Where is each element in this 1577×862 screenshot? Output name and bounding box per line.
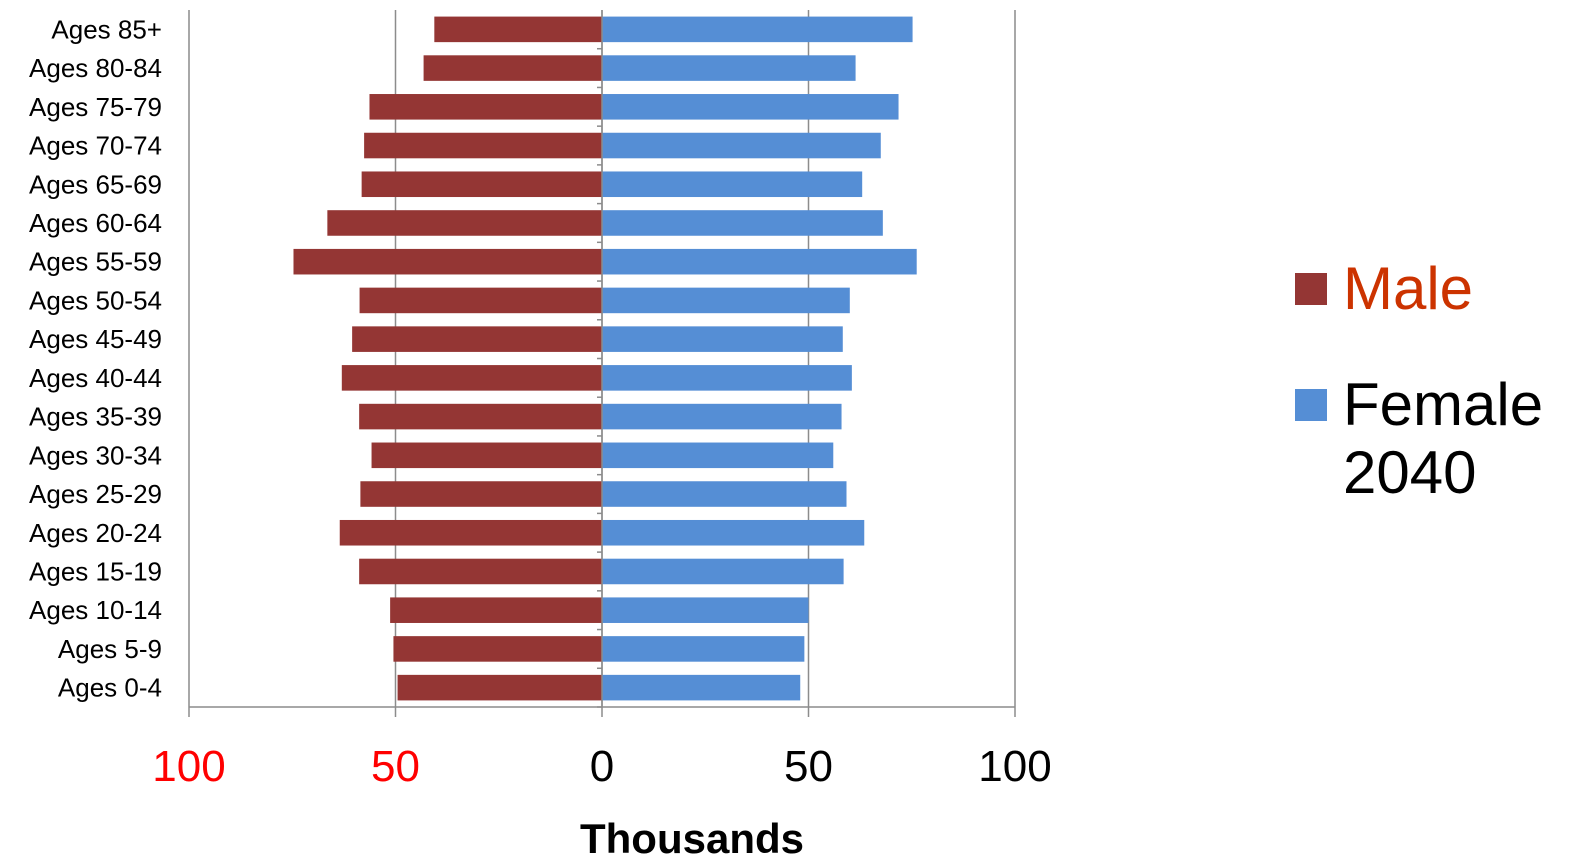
bar-male — [372, 443, 602, 469]
bar-female — [602, 597, 809, 623]
category-label: Ages 35-39 — [29, 402, 162, 432]
bar-female — [602, 288, 850, 314]
bar-female — [602, 133, 881, 159]
bar-male — [424, 55, 602, 81]
bar-male — [360, 288, 602, 314]
bar-female — [602, 55, 856, 81]
category-label: Ages 10-14 — [29, 595, 162, 625]
legend-label-male: Male — [1343, 255, 1473, 323]
bar-female — [602, 171, 862, 197]
bar-male — [393, 636, 602, 662]
bar-male — [390, 597, 602, 623]
bar-female — [602, 404, 842, 430]
category-label: Ages 60-64 — [29, 208, 162, 238]
category-label: Ages 40-44 — [29, 363, 162, 393]
bar-female — [602, 443, 833, 469]
x-tick-label: 50 — [784, 742, 833, 791]
category-label: Ages 45-49 — [29, 324, 162, 354]
bar-male — [398, 675, 602, 701]
bar-male — [369, 94, 602, 120]
legend: Male Female 2040 — [1295, 255, 1543, 507]
bars — [293, 17, 916, 701]
category-label: Ages 30-34 — [29, 440, 162, 470]
category-labels: Ages 0-4 Ages 5-9 Ages 10-14 Ages 15-19 Ages… — [29, 14, 162, 702]
category-label: Ages 0-4 — [58, 673, 162, 703]
bar-female — [602, 94, 899, 120]
x-tick-label: 100 — [152, 742, 225, 791]
x-tick-labels: 100 50 0 50 100 — [152, 742, 1051, 791]
bar-male — [359, 559, 602, 585]
bar-male — [364, 133, 602, 159]
x-axis-title: Thousands — [580, 815, 804, 862]
category-label: Ages 50-54 — [29, 285, 162, 315]
legend-item-female: Female 2040 — [1295, 371, 1543, 507]
category-label: Ages 15-19 — [29, 556, 162, 586]
x-tick-label: 0 — [590, 742, 614, 791]
bar-male — [359, 404, 602, 430]
bar-male — [293, 249, 602, 275]
bar-male — [342, 365, 602, 391]
bar-female — [602, 249, 917, 275]
bar-male — [434, 17, 602, 43]
bar-female — [602, 636, 804, 662]
category-label: Ages 5-9 — [58, 634, 162, 664]
category-label: Ages 70-74 — [29, 131, 162, 161]
bar-male — [352, 326, 602, 352]
legend-label-female: Female 2040 — [1343, 371, 1543, 507]
legend-swatch-male — [1295, 273, 1327, 305]
bar-female — [602, 365, 852, 391]
category-label: Ages 65-69 — [29, 169, 162, 199]
bar-female — [602, 326, 843, 352]
category-label: Ages 20-24 — [29, 518, 162, 548]
bar-male — [327, 210, 602, 236]
category-label: Ages 80-84 — [29, 53, 162, 83]
bar-female — [602, 559, 844, 585]
category-label: Ages 25-29 — [29, 479, 162, 509]
legend-item-male: Male — [1295, 255, 1543, 323]
bar-male — [362, 171, 602, 197]
category-label: Ages 85+ — [51, 14, 162, 44]
bar-female — [602, 17, 913, 43]
bar-male — [340, 520, 602, 546]
legend-swatch-female — [1295, 389, 1327, 421]
category-label: Ages 55-59 — [29, 247, 162, 277]
bar-female — [602, 675, 800, 701]
bar-female — [602, 481, 846, 507]
bar-female — [602, 520, 864, 546]
x-tick-label: 100 — [978, 742, 1051, 791]
bar-female — [602, 210, 883, 236]
category-label: Ages 75-79 — [29, 92, 162, 122]
x-tick-label: 50 — [371, 742, 420, 791]
bar-male — [360, 481, 602, 507]
